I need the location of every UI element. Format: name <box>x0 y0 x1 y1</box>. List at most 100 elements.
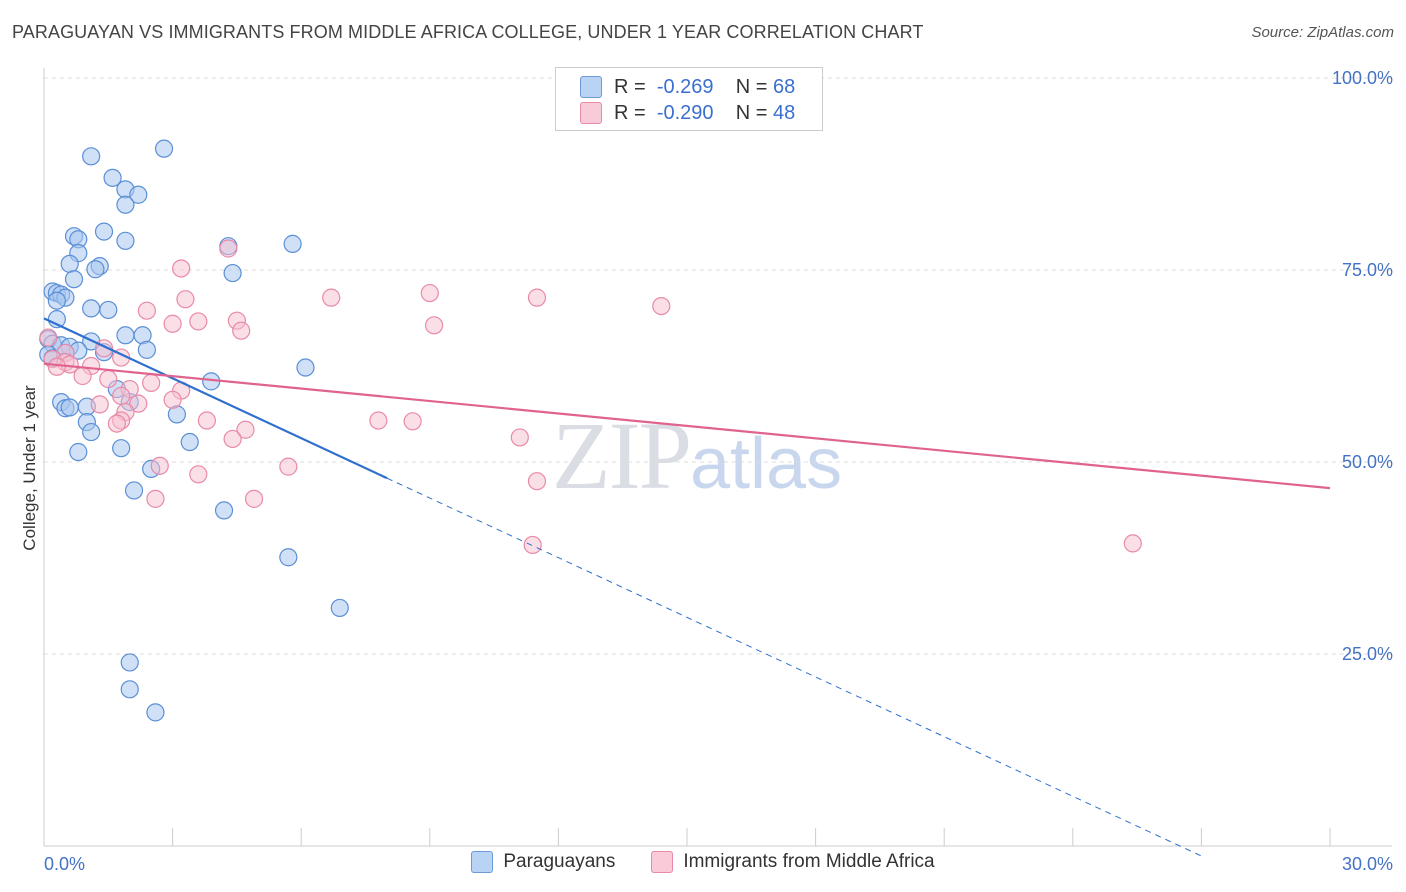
middle-africa-point <box>232 321 251 340</box>
paraguayan-point <box>146 703 165 722</box>
paraguayan-point <box>180 432 199 452</box>
middle-africa-point <box>142 373 161 392</box>
paraguayan-point <box>120 680 139 699</box>
paraguayan-point <box>82 299 101 318</box>
y-tick-label: 25.0% <box>1342 644 1393 664</box>
paraguayan-point <box>60 254 79 273</box>
legend-swatch-pink <box>651 851 674 873</box>
legend-n-value: 48 <box>773 101 796 124</box>
paraguayan-point <box>69 442 88 462</box>
paraguayan-point <box>103 168 122 187</box>
paraguayan-point <box>82 147 101 166</box>
legend-item-paraguayans: Paraguayans <box>471 851 615 873</box>
paraguayan-point <box>82 422 101 442</box>
middle-africa-point <box>369 411 388 430</box>
paraguayan-point <box>296 358 315 377</box>
middle-africa-point <box>527 472 547 491</box>
legend-n-value: 68 <box>773 75 796 98</box>
middle-africa-point <box>163 390 182 409</box>
middle-africa-point <box>90 395 109 414</box>
legend-item-middle-africa: Immigrants from Middle Africa <box>651 851 935 873</box>
middle-africa-point <box>424 316 444 335</box>
legend-row-middle-africa: R = -0.290 N = 48 <box>580 101 795 125</box>
paraguayans-points <box>39 139 349 722</box>
trend-lines <box>43 317 1331 857</box>
paraguayan-point <box>330 598 349 618</box>
legend-n-label: N = <box>735 101 768 124</box>
paraguayan-point <box>99 300 118 320</box>
y-tick-label: 50.0% <box>1342 452 1393 472</box>
paraguayan-point <box>214 501 234 520</box>
paraguayan-point <box>47 291 66 310</box>
legend-n-label: N = <box>735 75 768 98</box>
middle-africa-point <box>39 328 58 347</box>
legend-label-paraguayans: Paraguayans <box>503 851 616 872</box>
paraguayans-trend-line <box>43 317 388 480</box>
middle-africa-point <box>322 288 341 307</box>
middle-africa-point <box>176 290 195 309</box>
paraguayan-point <box>154 139 174 158</box>
middle-africa-point <box>223 429 242 449</box>
middle-africa-point <box>107 414 126 433</box>
tick-labels: 25.0% 50.0% 75.0% 100.0% 0.0% 30.0% <box>44 68 1393 874</box>
x-tick-label: 0.0% <box>44 854 85 874</box>
middle-africa-points <box>39 239 1142 555</box>
grid-lines <box>44 77 1392 655</box>
middle-africa-point <box>420 283 439 303</box>
y-tick-label: 100.0% <box>1332 68 1393 88</box>
paraguayan-point <box>223 263 242 283</box>
middle-africa-point <box>403 412 422 431</box>
paraguayan-point <box>64 270 84 289</box>
paraguayan-point <box>120 653 139 672</box>
legend-swatch-pink <box>580 102 602 124</box>
middle-africa-point <box>47 357 66 376</box>
paraguayan-point <box>116 231 135 250</box>
middle-africa-point <box>279 457 298 476</box>
watermark-atlas: atlas <box>690 424 843 504</box>
legend-r-label: R = <box>614 75 646 98</box>
middle-africa-point <box>99 369 118 389</box>
paraguayan-point <box>279 548 298 567</box>
paraguayan-point <box>116 326 135 345</box>
middle-africa-point <box>137 301 156 320</box>
legend-label-middle-africa: Immigrants from Middle Africa <box>683 851 935 872</box>
correlation-legend: R = -0.269 N = 68 R = -0.290 N = 48 <box>555 67 823 131</box>
paraguayan-point <box>86 260 105 279</box>
middle-africa-trend-line <box>43 362 1331 490</box>
legend-r-value: -0.269 <box>656 75 714 98</box>
middle-africa-point <box>1123 534 1142 553</box>
paraguayan-point <box>112 439 131 458</box>
middle-africa-point <box>244 489 264 508</box>
middle-africa-point <box>523 535 542 555</box>
chart-title: PARAGUAYAN VS IMMIGRANTS FROM MIDDLE AFR… <box>12 22 924 42</box>
paraguayan-point <box>137 340 156 359</box>
series-legend: Paraguayans Immigrants from Middle Afric… <box>0 851 1406 873</box>
paraguayan-point <box>60 398 79 417</box>
paraguayan-point <box>124 481 144 500</box>
middle-africa-point <box>146 489 165 508</box>
middle-africa-point <box>652 296 671 316</box>
middle-africa-point <box>172 259 191 278</box>
middle-africa-point <box>73 366 92 386</box>
axes <box>43 68 1392 847</box>
middle-africa-point <box>219 239 238 258</box>
middle-africa-point <box>150 456 169 475</box>
middle-africa-point <box>236 420 255 439</box>
paraguayan-point <box>129 185 148 204</box>
middle-africa-point <box>129 394 148 413</box>
paraguayan-point <box>283 234 302 253</box>
legend-r-label: R = <box>614 101 646 124</box>
paraguayan-point <box>94 222 114 241</box>
x-tick-label: 30.0% <box>1342 854 1393 874</box>
middle-africa-point <box>197 411 216 430</box>
legend-row-paraguayans: R = -0.269 N = 68 <box>580 75 795 99</box>
legend-swatch-blue <box>471 851 494 873</box>
source-label: Source: ZipAtlas.com <box>1251 24 1394 41</box>
middle-africa-point <box>527 288 547 307</box>
middle-africa-point <box>189 465 208 484</box>
legend-r-value: -0.290 <box>656 101 714 124</box>
middle-africa-point <box>510 428 529 447</box>
paraguayan-point <box>116 195 135 214</box>
paraguayans-trend-extension <box>386 477 1202 857</box>
